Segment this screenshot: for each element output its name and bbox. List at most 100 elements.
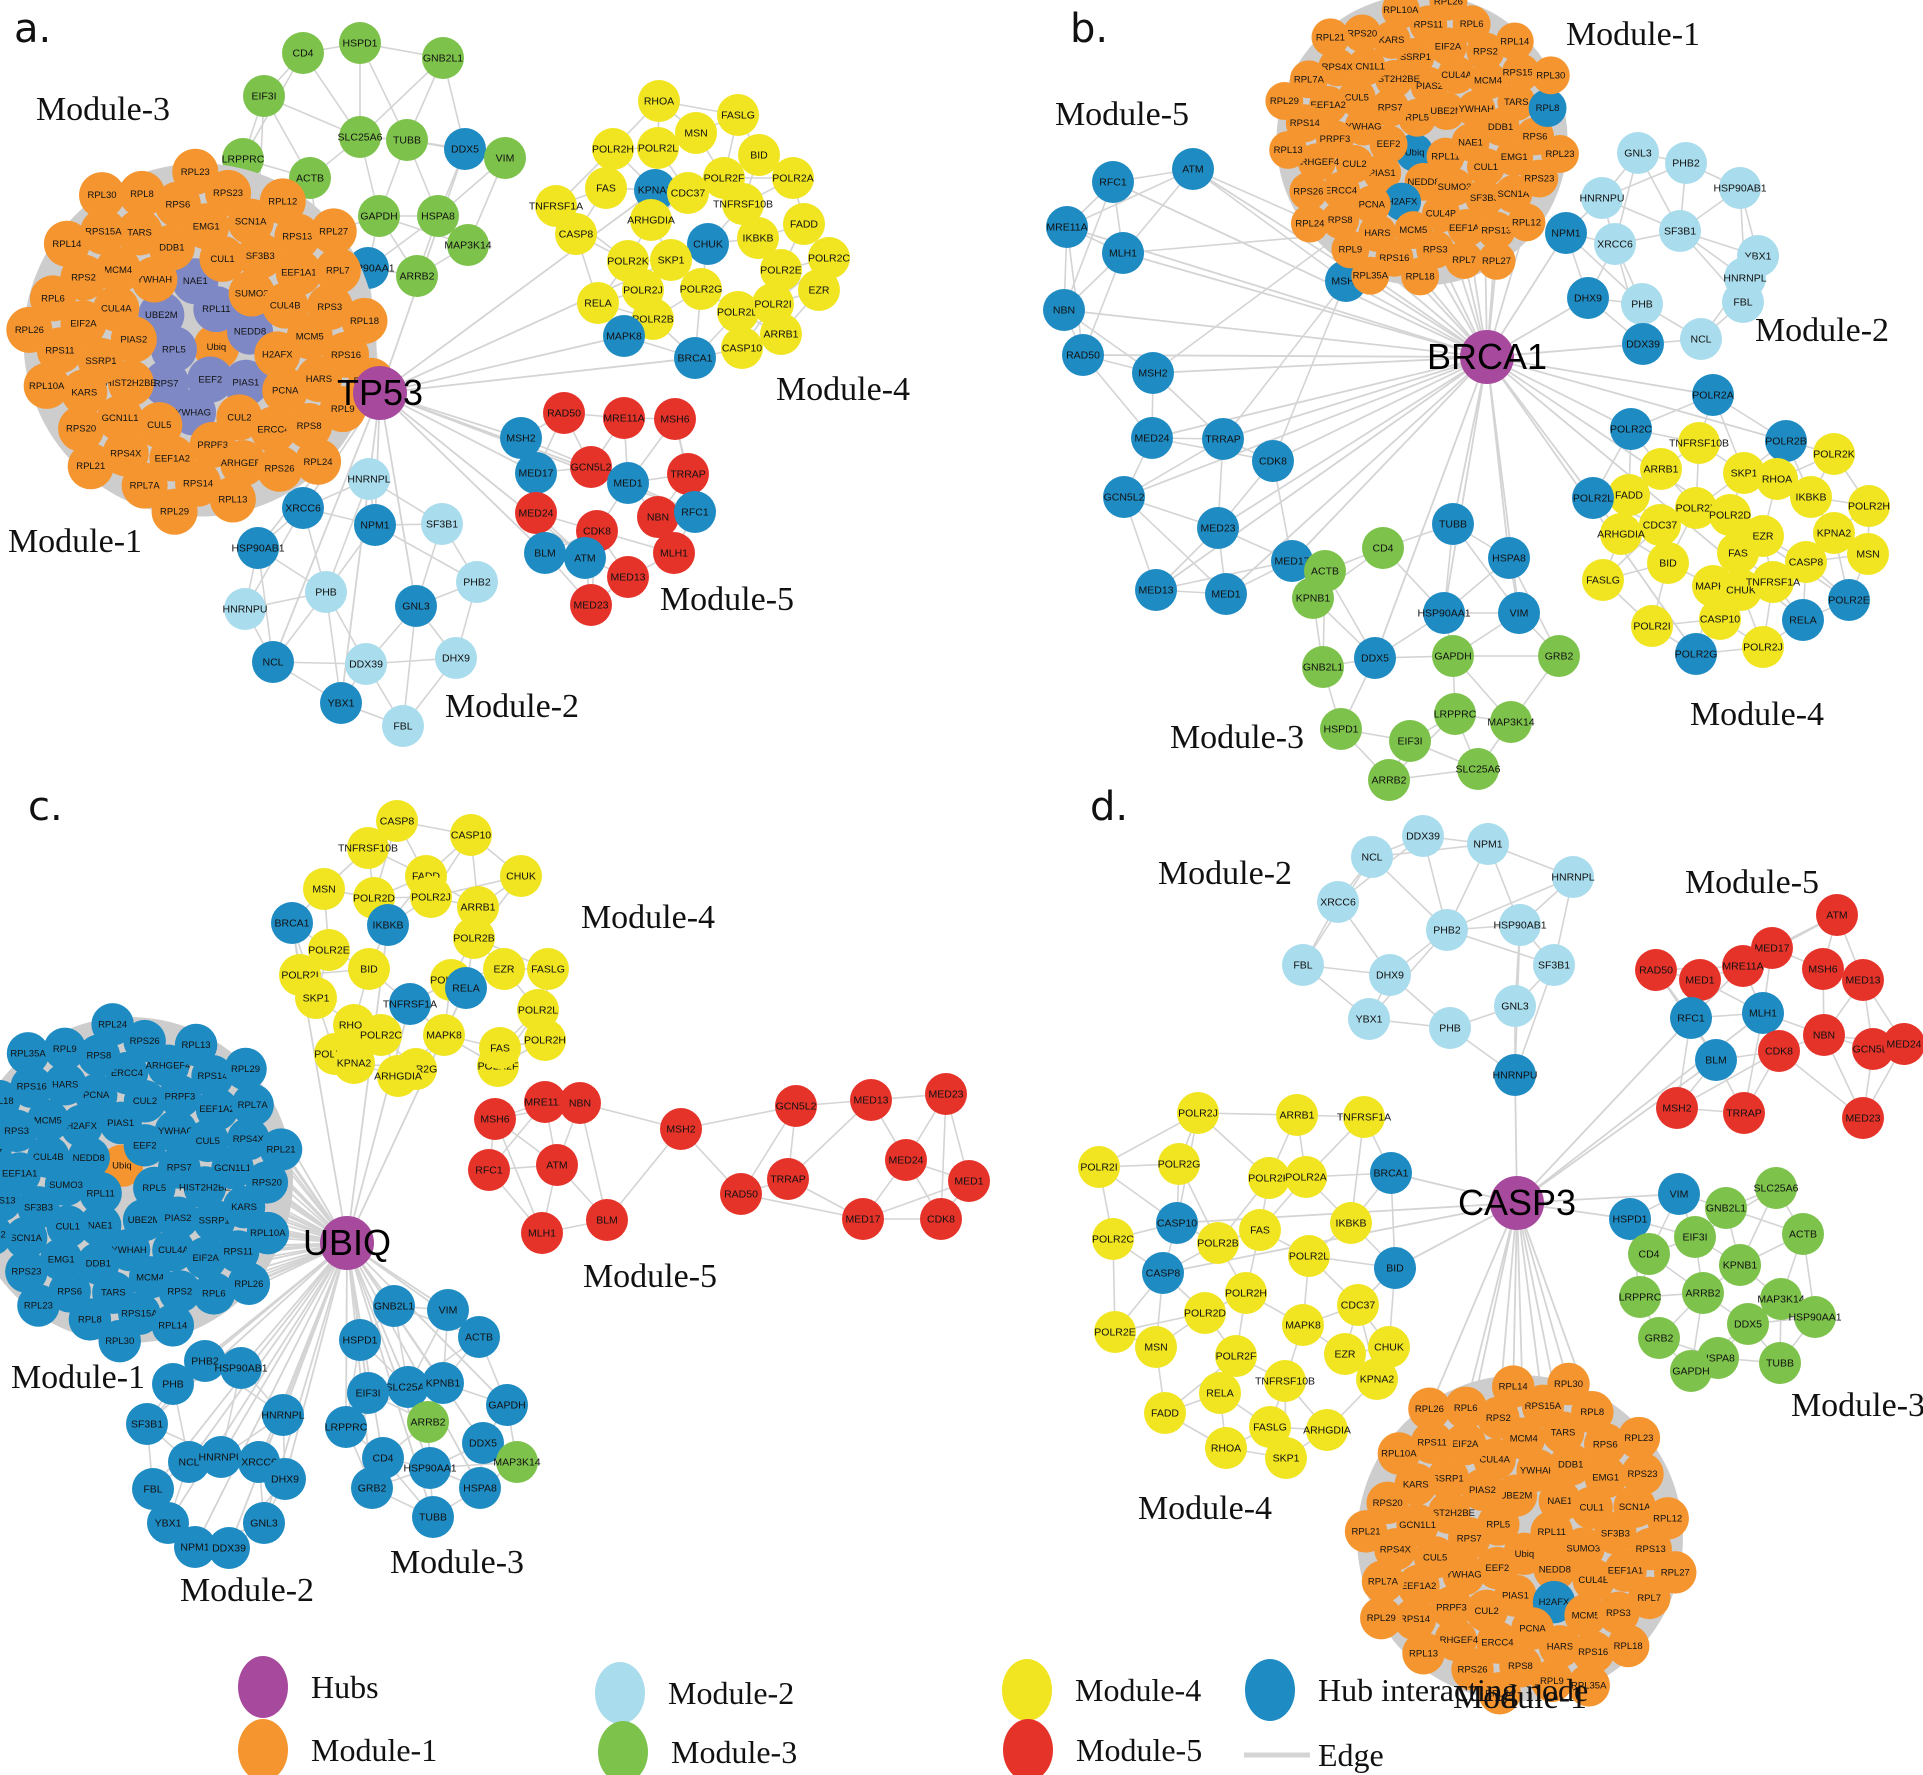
node-MED13[interactable] <box>850 1079 892 1121</box>
node-IKBKB[interactable] <box>367 904 409 946</box>
node-RPL21[interactable] <box>1344 1510 1388 1553</box>
node-ARRB1[interactable] <box>1276 1094 1318 1136</box>
node-CHUK[interactable] <box>1368 1326 1410 1368</box>
node-SCN1A[interactable] <box>4 1216 48 1260</box>
node-POLR2L[interactable] <box>1572 477 1614 519</box>
node-POLR2J[interactable] <box>410 876 452 918</box>
node-CHUK[interactable] <box>1720 569 1762 611</box>
node-CASP10[interactable] <box>1699 598 1741 640</box>
node-RPL10A[interactable] <box>1377 1432 1421 1475</box>
node-PRPF3[interactable] <box>1430 1586 1473 1629</box>
node-RPS6[interactable] <box>1584 1423 1627 1466</box>
node-RPL29[interactable] <box>1360 1596 1403 1640</box>
node-VIM[interactable] <box>1498 592 1540 634</box>
node-RPL21[interactable] <box>1311 18 1350 57</box>
node-RPL12[interactable] <box>1646 1497 1689 1540</box>
node-EIF3I[interactable] <box>1389 720 1431 762</box>
node-RPL10A[interactable] <box>1381 0 1420 29</box>
node-RPL7[interactable] <box>314 247 361 294</box>
node-NAE1[interactable] <box>78 1204 122 1247</box>
node-TNFRSF1A[interactable] <box>1752 561 1794 603</box>
node-RPS7[interactable] <box>1371 88 1410 127</box>
node-BID[interactable] <box>348 948 390 990</box>
node-KPNA2[interactable] <box>1356 1358 1398 1400</box>
node-EEF1A1[interactable] <box>1447 208 1486 247</box>
node-TRRAP[interactable] <box>767 1158 809 1200</box>
node-RPS23[interactable] <box>205 169 252 216</box>
node-RPL7[interactable] <box>0 1132 12 1174</box>
node-MCM5[interactable] <box>1564 1594 1607 1637</box>
node-FASLG[interactable] <box>527 948 569 990</box>
node-BID[interactable] <box>738 134 780 176</box>
node-POLR2G[interactable] <box>680 268 722 310</box>
node-RPS13[interactable] <box>0 1179 22 1222</box>
node-PIAS1[interactable] <box>222 359 269 406</box>
node-LRPPRC[interactable] <box>1619 1276 1661 1318</box>
node-RPS14[interactable] <box>191 1054 234 1098</box>
node-RELA[interactable] <box>1199 1372 1241 1414</box>
node-FADD[interactable] <box>1608 474 1650 516</box>
node-MED23[interactable] <box>570 584 612 626</box>
node-RPS13[interactable] <box>274 213 321 260</box>
node-RPL8[interactable] <box>1571 1390 1614 1434</box>
node-HARS[interactable] <box>1538 1625 1582 1668</box>
node-IKBKB[interactable] <box>737 217 779 259</box>
node-EIF3I[interactable] <box>347 1372 389 1414</box>
node-SCN1A[interactable] <box>1613 1485 1656 1528</box>
node-TNFRSF10B[interactable] <box>1678 422 1720 464</box>
node-SKP1[interactable] <box>1265 1437 1307 1479</box>
node-SKP1[interactable] <box>295 977 337 1019</box>
node-RPS16[interactable] <box>1571 1630 1615 1674</box>
node-CASP10[interactable] <box>1156 1202 1198 1244</box>
node-HSP90AB1[interactable] <box>220 1347 262 1389</box>
node-MCM4[interactable] <box>1469 61 1507 100</box>
node-POLR2J[interactable] <box>1742 626 1784 668</box>
node-RPS15A[interactable] <box>1501 53 1540 92</box>
node-MAP3K14[interactable] <box>1760 1278 1802 1320</box>
node-RPS26[interactable] <box>1289 172 1328 211</box>
node-EZR[interactable] <box>798 269 840 311</box>
node-RPL26[interactable] <box>1408 1387 1451 1431</box>
node-GNB2L1[interactable] <box>373 1285 415 1327</box>
hub-UBIQ[interactable] <box>320 1216 374 1270</box>
node-XRCC6[interactable] <box>1594 223 1636 265</box>
node-SF3B1[interactable] <box>1533 944 1575 986</box>
node-MSH2[interactable] <box>660 1108 702 1150</box>
node-RPL27[interactable] <box>310 208 357 255</box>
node-ATM[interactable] <box>1172 148 1214 190</box>
node-RPL9[interactable] <box>1331 230 1370 269</box>
node-RPL18[interactable] <box>1606 1624 1650 1668</box>
node-MED23[interactable] <box>1842 1097 1884 1139</box>
node-HNRNPU[interactable] <box>1494 1054 1536 1096</box>
node-POLR2D[interactable] <box>1709 494 1751 536</box>
node-HSP90AA1[interactable] <box>409 1447 451 1489</box>
node-FBL[interactable] <box>382 705 424 747</box>
node-SKP1[interactable] <box>1723 452 1765 494</box>
hub-TP53[interactable] <box>353 366 407 420</box>
node-RPL8[interactable] <box>118 170 165 217</box>
node-RPL26[interactable] <box>227 1262 271 1306</box>
node-CDK8[interactable] <box>1758 1030 1800 1072</box>
node-RPL9[interactable] <box>1530 1659 1574 1703</box>
node-FBL[interactable] <box>1282 944 1324 986</box>
node-MED24[interactable] <box>1131 417 1173 459</box>
node-FAS[interactable] <box>479 1027 521 1069</box>
node-HSPA8[interactable] <box>459 1467 501 1509</box>
node-NAE1[interactable] <box>1538 1479 1582 1523</box>
node-RPL12[interactable] <box>0 1213 13 1255</box>
node-GNB2L1[interactable] <box>422 37 464 79</box>
node-RPS26[interactable] <box>123 1019 166 1063</box>
node-RFC1[interactable] <box>468 1149 510 1191</box>
node-SLC25A6[interactable] <box>339 116 381 158</box>
node-DDX39[interactable] <box>345 643 387 685</box>
node-PIAS2[interactable] <box>156 1196 200 1240</box>
node-TUBB[interactable] <box>1759 1342 1801 1384</box>
node-POLR2E[interactable] <box>1828 579 1870 621</box>
node-RFC1[interactable] <box>674 491 716 533</box>
node-MED24[interactable] <box>885 1139 927 1181</box>
node-HSP90AB1[interactable] <box>1719 167 1761 209</box>
node-PHB[interactable] <box>152 1363 194 1405</box>
node-RAD50[interactable] <box>543 392 585 434</box>
node-DDX5[interactable] <box>1354 637 1396 679</box>
node-POLR2E[interactable] <box>308 929 350 971</box>
